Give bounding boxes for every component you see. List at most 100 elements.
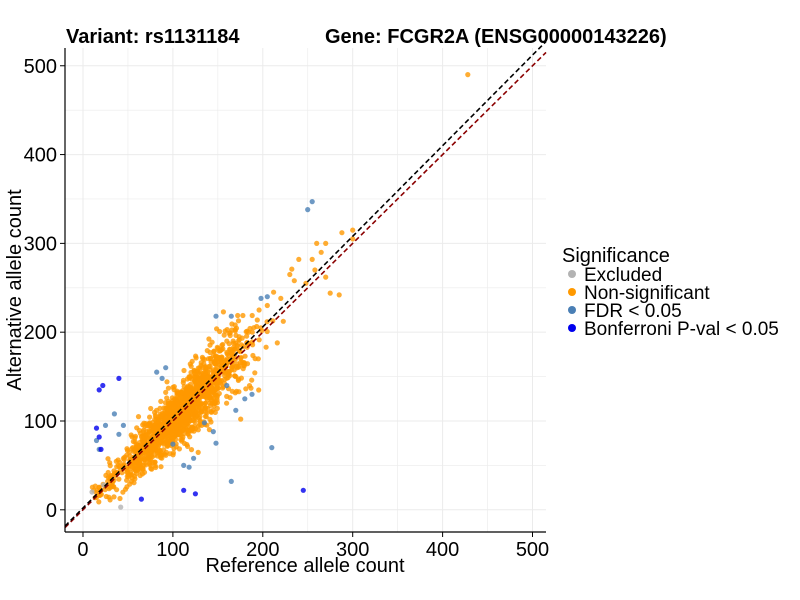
point-fdr-0-05 <box>228 478 234 484</box>
point-non-significant <box>197 419 203 425</box>
point-fdr-0-05 <box>309 199 315 205</box>
fit-line <box>64 40 547 527</box>
point-non-significant <box>227 395 233 401</box>
point-non-significant <box>189 358 195 364</box>
point-non-significant <box>234 342 240 348</box>
point-non-significant <box>248 385 254 391</box>
point-non-significant <box>159 410 165 417</box>
point-non-significant <box>196 401 202 407</box>
point-non-significant <box>465 72 471 78</box>
point-non-significant <box>249 329 255 335</box>
point-non-significant <box>165 411 171 417</box>
point-non-significant <box>243 386 249 392</box>
point-fdr-0-05 <box>201 420 207 426</box>
point-non-significant <box>167 451 173 457</box>
point-non-significant <box>212 398 218 404</box>
point-non-significant <box>164 395 170 401</box>
point-non-significant <box>151 452 158 458</box>
point-fdr-0-05 <box>228 313 234 319</box>
point-non-significant <box>130 438 136 445</box>
point-non-significant <box>158 398 164 404</box>
point-non-significant <box>107 484 113 490</box>
data-points <box>89 72 471 510</box>
point-non-significant <box>156 416 162 422</box>
point-non-significant <box>141 455 147 462</box>
point-non-significant <box>174 392 180 399</box>
point-non-significant <box>336 292 342 298</box>
point-bonferroni-p-val-0-05 <box>138 496 144 502</box>
point-non-significant <box>233 363 239 369</box>
point-non-significant <box>116 476 122 482</box>
point-non-significant <box>224 338 230 344</box>
point-non-significant <box>179 390 185 396</box>
legend-key <box>568 306 576 314</box>
point-non-significant <box>232 322 238 328</box>
y-tick-label: 500 <box>24 56 57 78</box>
point-non-significant <box>226 369 232 375</box>
point-bonferroni-p-val-0-05 <box>93 425 100 431</box>
point-non-significant <box>169 395 175 401</box>
x-tick-label: 0 <box>77 539 88 561</box>
x-tick-label: 200 <box>246 539 279 561</box>
point-non-significant <box>170 406 176 412</box>
point-fdr-0-05 <box>170 441 176 447</box>
point-bonferroni-p-val-0-05 <box>96 434 102 440</box>
legend-label: Excluded <box>584 265 662 286</box>
point-non-significant <box>184 412 190 418</box>
point-non-significant <box>214 405 220 411</box>
point-non-significant <box>289 266 295 272</box>
point-non-significant <box>127 469 133 476</box>
point-non-significant <box>163 452 169 458</box>
chart-title-gene: Gene: FCGR2A (ENSG00000143226) <box>325 26 667 48</box>
point-fdr-0-05 <box>233 407 239 413</box>
point-non-significant <box>129 464 135 470</box>
point-non-significant <box>256 307 262 313</box>
point-non-significant <box>102 487 108 493</box>
point-non-significant <box>252 370 258 376</box>
point-non-significant <box>318 249 324 255</box>
point-non-significant <box>176 401 182 407</box>
point-non-significant <box>235 312 241 319</box>
point-non-significant <box>188 402 194 408</box>
point-non-significant <box>296 256 302 262</box>
point-non-significant <box>96 485 102 491</box>
y-tick-label: 300 <box>24 233 57 255</box>
point-non-significant <box>255 356 261 362</box>
point-non-significant <box>147 414 153 420</box>
x-ticks: 0 100 200 300 400 500 <box>77 532 549 561</box>
point-non-significant <box>249 377 255 383</box>
point-non-significant <box>206 336 212 342</box>
point-non-significant <box>133 470 139 476</box>
point-non-significant <box>158 464 164 470</box>
point-fdr-0-05 <box>213 313 219 319</box>
point-non-significant <box>105 474 111 481</box>
x-axis-title: Reference allele count <box>205 555 404 577</box>
point-non-significant <box>142 460 148 466</box>
point-fdr-0-05 <box>120 422 126 428</box>
point-non-significant <box>137 461 143 467</box>
point-non-significant <box>164 443 170 449</box>
point-non-significant <box>176 432 182 438</box>
point-fdr-0-05 <box>305 207 311 213</box>
legend-key <box>568 270 576 278</box>
point-fdr-0-05 <box>102 422 109 428</box>
legend-label: Bonferroni P-val < 0.05 <box>584 319 779 340</box>
legend-title: Significance <box>562 245 670 267</box>
x-tick-label: 300 <box>336 539 369 561</box>
point-non-significant <box>327 290 333 296</box>
point-non-significant <box>201 401 207 408</box>
point-non-significant <box>280 318 286 324</box>
point-non-significant <box>215 354 221 360</box>
legend-key <box>568 288 576 296</box>
point-non-significant <box>122 486 129 492</box>
point-non-significant <box>188 410 194 416</box>
point-non-significant <box>120 455 126 461</box>
point-fdr-0-05 <box>111 411 117 417</box>
point-non-significant <box>231 340 237 346</box>
point-non-significant <box>256 387 262 393</box>
point-non-significant <box>287 271 293 278</box>
point-non-significant <box>209 339 215 345</box>
point-non-significant <box>249 312 255 319</box>
point-non-significant <box>148 405 154 412</box>
point-non-significant <box>221 332 227 338</box>
